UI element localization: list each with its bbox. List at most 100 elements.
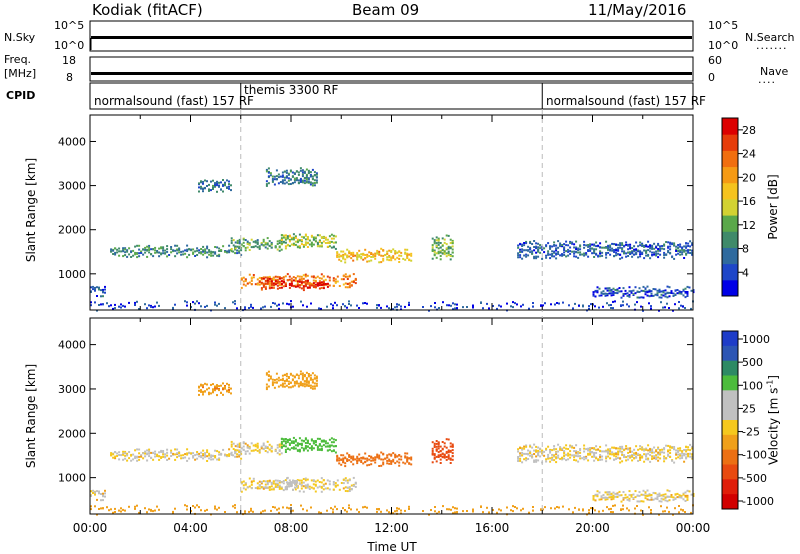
echo-cell [622, 304, 624, 307]
echo-cell [208, 188, 210, 191]
echo-cell [134, 457, 137, 459]
echo-cell [268, 448, 271, 451]
echo-cell [539, 247, 542, 250]
echo-cell [140, 252, 143, 254]
echo-cell [228, 185, 230, 188]
echo-cell [651, 244, 654, 247]
echo-cell [452, 506, 454, 509]
echo-cell [346, 458, 349, 461]
echo-cell [374, 461, 377, 464]
echo-cell [556, 302, 558, 304]
echo-cell [637, 249, 640, 252]
echo-cell [260, 277, 263, 280]
echo-cell [657, 252, 660, 255]
echo-cell [334, 235, 337, 238]
echo-cell [631, 450, 634, 453]
echo-cell [307, 172, 310, 175]
echo-cell [342, 303, 344, 306]
echo-cell [454, 307, 456, 310]
echo-cell [303, 374, 306, 376]
echo-cell [198, 452, 201, 455]
echo-cell [290, 284, 293, 287]
echo-cell [310, 284, 313, 287]
echo-cell [656, 294, 659, 297]
echo-cell [687, 448, 690, 451]
echo-cell [236, 443, 239, 446]
echo-cell [662, 306, 664, 309]
echo-cell [648, 506, 650, 509]
echo-cell [164, 252, 167, 255]
echo-cell [577, 460, 580, 463]
echo-cell [443, 442, 446, 445]
echo-cell [297, 374, 300, 377]
echo-cell [593, 243, 596, 246]
echo-cell [451, 449, 454, 452]
echo-cell [218, 457, 221, 460]
echo-cell [230, 248, 233, 250]
echo-cell [606, 287, 609, 290]
echo-cell [687, 249, 690, 252]
echo-cell [262, 282, 265, 285]
echo-cell [284, 448, 287, 451]
echo-cell [628, 293, 631, 296]
echo-cell [292, 509, 294, 512]
echo-cell [673, 461, 676, 464]
echo-cell [314, 276, 317, 279]
echo-cell [396, 303, 398, 306]
echo-cell [629, 455, 632, 458]
echo-cell [456, 307, 458, 310]
echo-cell [236, 511, 238, 514]
echo-cell [378, 250, 381, 253]
echo-cell [248, 452, 251, 455]
freq-trace [91, 72, 692, 75]
echo-cell [296, 444, 299, 447]
echo-cell [619, 242, 622, 245]
echo-cell [316, 437, 319, 440]
echo-cell [297, 171, 300, 174]
echo-cell [607, 450, 610, 453]
echo-cell [635, 241, 638, 244]
echo-cell [294, 447, 297, 450]
echo-cell [188, 457, 191, 460]
echo-cell [212, 391, 214, 394]
echo-cell [184, 453, 187, 456]
nave-legend-dots: .... [758, 73, 776, 86]
echo-cell [608, 508, 610, 511]
echo-cell [653, 446, 656, 449]
echo-cell [287, 172, 290, 175]
echo-cell [660, 290, 663, 293]
echo-cell [643, 257, 646, 260]
echo-cell [539, 244, 542, 247]
date-title: 11/May/2016 [588, 1, 687, 19]
echo-cell [236, 249, 239, 252]
echo-cell [545, 256, 548, 259]
echo-cell [144, 246, 147, 249]
echo-cell [128, 253, 131, 256]
echo-cell [282, 438, 285, 441]
echo-cell [162, 252, 165, 255]
power-colorbar-swatch [722, 166, 738, 184]
echo-cell [304, 446, 307, 449]
echo-cell [647, 253, 650, 256]
echo-cell [270, 509, 272, 512]
echo-cell [292, 284, 295, 287]
echo-cell [293, 181, 296, 184]
echo-cell [224, 387, 226, 390]
echo-cell [482, 307, 484, 310]
echo-cell [320, 490, 323, 493]
echo-cell [686, 285, 689, 288]
echo-cell [322, 440, 325, 443]
echo-cell [224, 307, 226, 310]
echo-cell [677, 450, 680, 452]
echo-cell [437, 445, 440, 448]
echo-cell [660, 494, 663, 497]
echo-cell [595, 445, 598, 448]
echo-cell [312, 440, 315, 443]
echo-cell [295, 177, 298, 180]
echo-cell [180, 253, 183, 256]
echo-cell [613, 446, 616, 449]
echo-cell [451, 458, 454, 461]
echo-cell [681, 251, 684, 254]
echo-cell [669, 456, 672, 458]
echo-cell [632, 293, 635, 296]
